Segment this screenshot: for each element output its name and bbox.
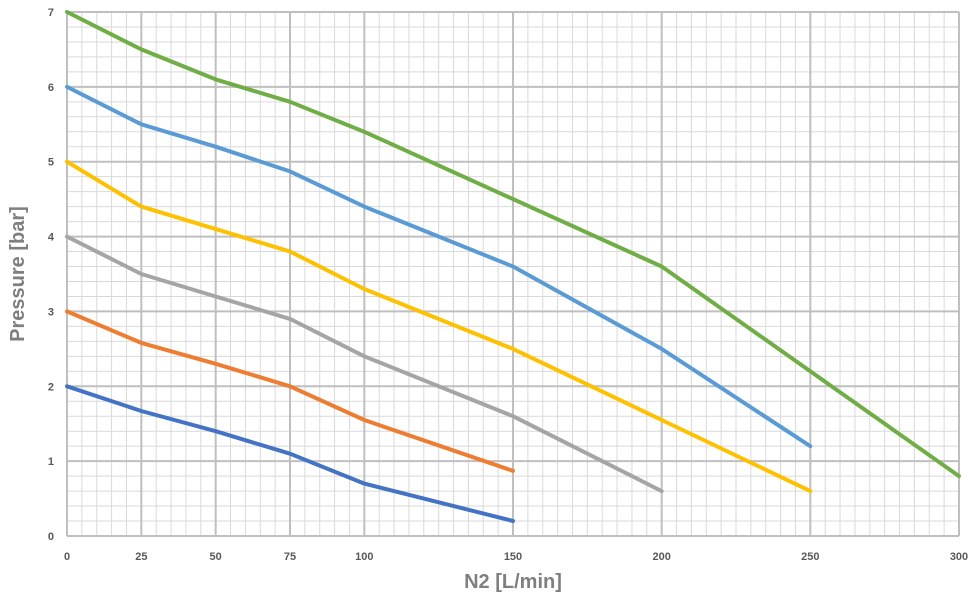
x-axis-title: N2 [L/min] <box>464 571 562 593</box>
y-tick-labels: 0 1 2 3 4 5 6 7 <box>48 7 55 543</box>
x-tick-labels: 0 25 50 75 100 150 200 250 300 <box>64 551 968 563</box>
x-tick-label: 200 <box>652 551 670 563</box>
x-tick-label: 150 <box>504 551 522 563</box>
y-tick-label: 3 <box>48 306 54 318</box>
y-tick-label: 0 <box>48 531 54 543</box>
x-tick-label: 25 <box>135 551 147 563</box>
x-tick-label: 100 <box>355 551 373 563</box>
y-tick-label: 7 <box>48 7 54 19</box>
series-line-6 <box>65 10 961 479</box>
x-tick-label: 75 <box>284 551 296 563</box>
series-line-3 <box>65 234 664 494</box>
x-tick-label: 0 <box>64 551 70 563</box>
major-gridlines <box>66 11 960 537</box>
y-tick-label: 1 <box>48 456 54 468</box>
y-tick-label: 5 <box>48 157 54 169</box>
series-lines <box>65 10 961 523</box>
x-tick-label: 50 <box>210 551 222 563</box>
series-line-5 <box>65 84 813 449</box>
x-tick-label: 300 <box>950 551 968 563</box>
y-tick-label: 4 <box>48 232 55 244</box>
y-tick-label: 6 <box>48 82 54 94</box>
series-line-1 <box>65 384 515 523</box>
x-tick-label: 250 <box>801 551 819 563</box>
series-line-4 <box>65 159 813 494</box>
y-tick-label: 2 <box>48 381 54 393</box>
y-axis-title: Pressure [bar] <box>7 206 29 342</box>
series-line-2 <box>65 309 515 473</box>
